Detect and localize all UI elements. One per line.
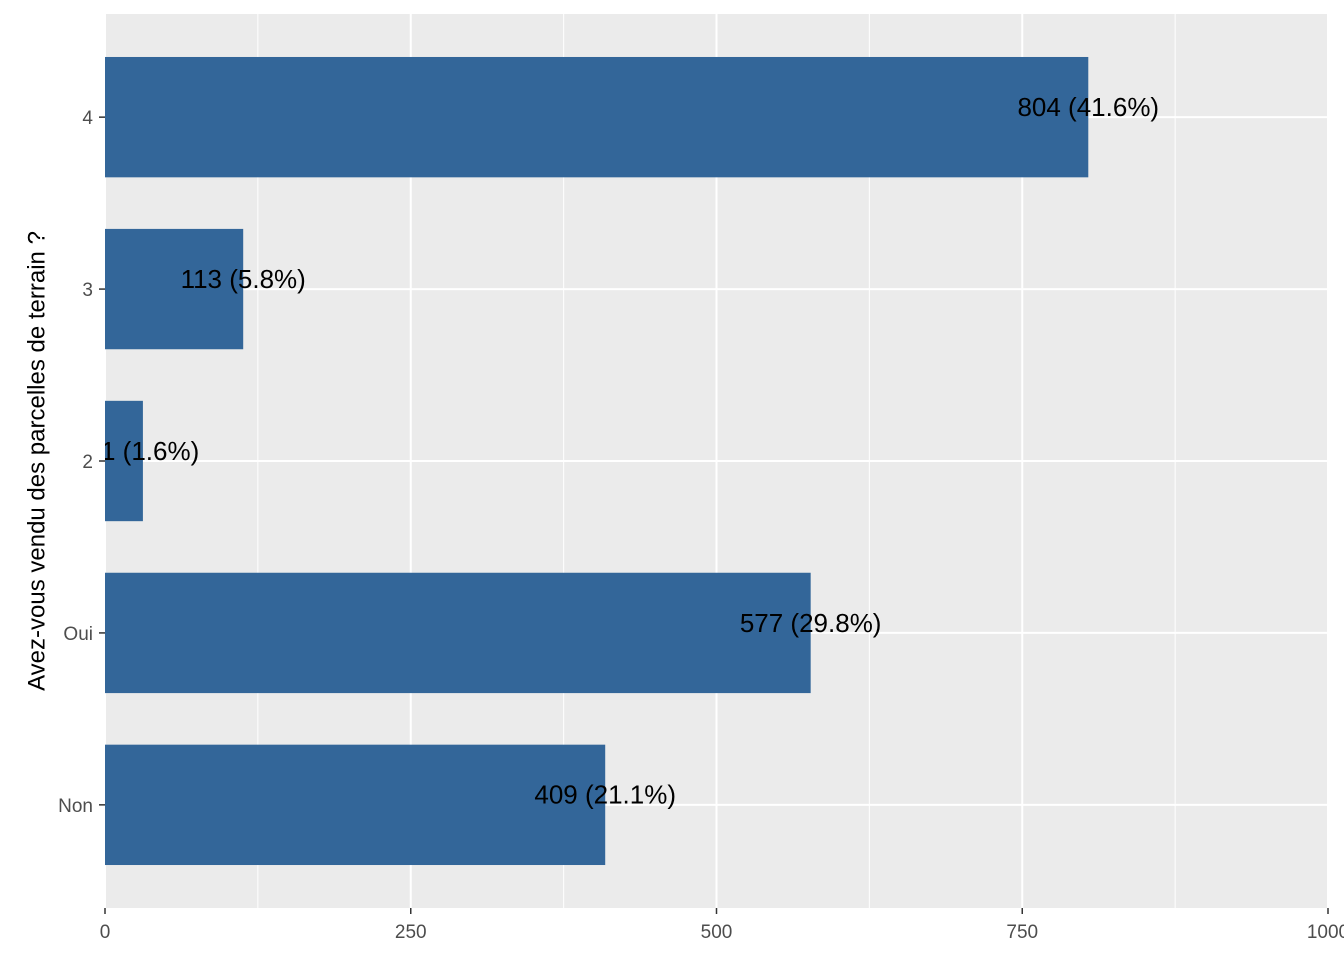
y-tick-label: Oui: [63, 624, 93, 645]
y-tick-label: 3: [82, 280, 93, 301]
bar: [105, 744, 606, 866]
y-tick-label: 4: [82, 108, 93, 129]
x-tick-label: 1000: [1307, 922, 1344, 943]
value-label: 31 (1.6%): [87, 436, 200, 466]
x-tick-label: 0: [100, 922, 111, 943]
bar: [105, 228, 244, 350]
value-label: 409 (21.1%): [534, 780, 676, 810]
bar: [105, 400, 143, 522]
y-tick-label: 2: [82, 452, 93, 473]
bar: [105, 56, 1089, 178]
value-label: 577 (29.8%): [740, 608, 882, 638]
bar: [105, 572, 811, 694]
x-tick-label: 500: [701, 922, 733, 943]
x-tick-label: 750: [1006, 922, 1038, 943]
bars: 409 (21.1%) 577 (29.8%) 31 (1.6%) 113 (5.8%…: [87, 56, 1159, 866]
x-tick-label: 250: [395, 922, 427, 943]
value-label: 804 (41.6%): [1017, 92, 1159, 122]
y-tick-label: Non: [58, 796, 93, 817]
y-axis-title: Avez-vous vendu des parcelles de terrain…: [23, 231, 50, 691]
value-label: 113 (5.8%): [181, 264, 306, 294]
